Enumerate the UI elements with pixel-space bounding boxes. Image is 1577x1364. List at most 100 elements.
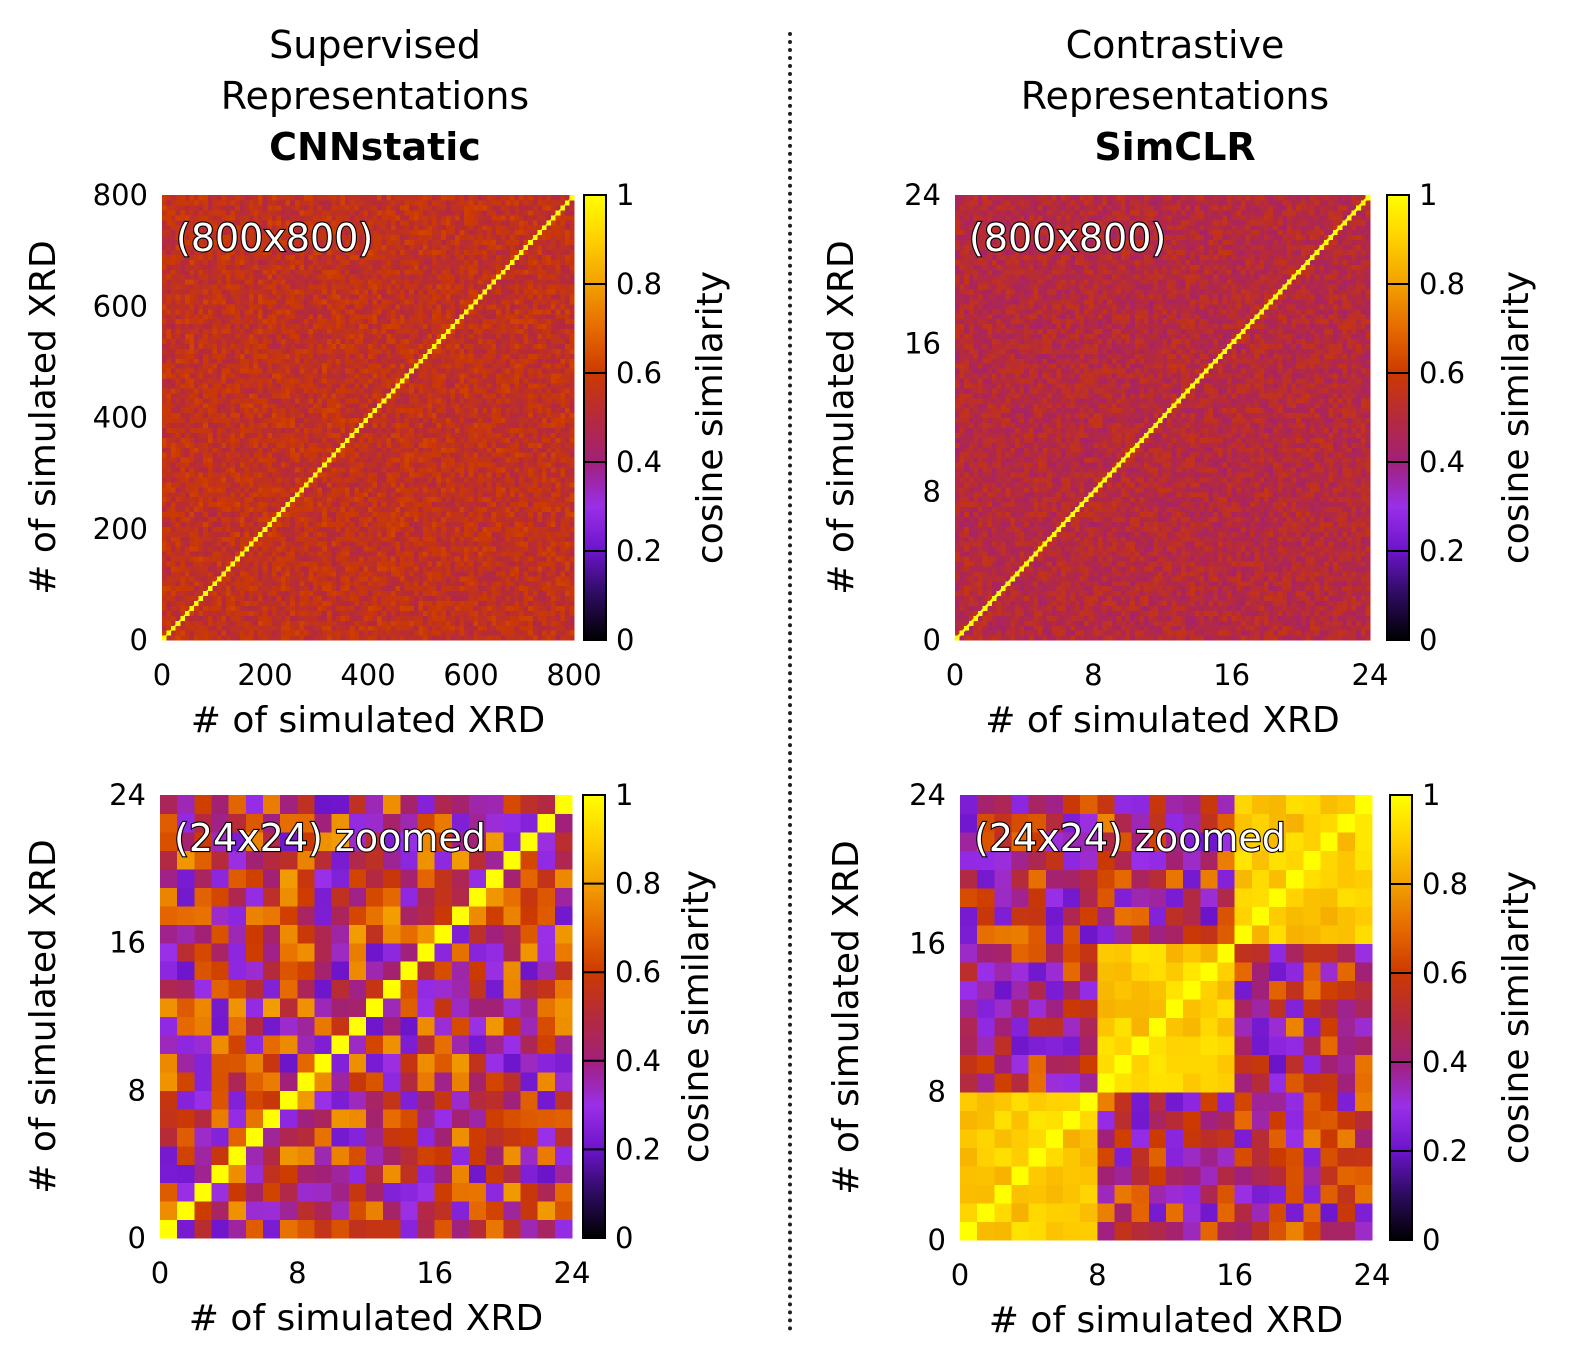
heatmap-cell	[175, 546, 181, 552]
heatmap-cell	[409, 397, 415, 404]
heatmap-cell	[532, 437, 538, 443]
heatmap-cell	[418, 476, 424, 483]
heatmap-cell	[253, 491, 259, 498]
heatmap-cell	[377, 531, 383, 537]
heatmap-cell	[445, 486, 451, 493]
heatmap-cell	[212, 427, 218, 433]
heatmap-cell	[441, 551, 447, 557]
heatmap-cell	[523, 536, 529, 542]
heatmap-cell	[175, 373, 181, 379]
heatmap-cell	[358, 565, 365, 572]
heatmap-cell	[386, 422, 392, 428]
heatmap-cell	[422, 595, 429, 602]
heatmap-cell	[358, 526, 365, 532]
heatmap-cell	[372, 422, 378, 428]
heatmap-cell	[244, 407, 250, 414]
heatmap-cell	[528, 432, 534, 438]
heatmap-cell	[335, 471, 342, 478]
heatmap-cell	[509, 402, 516, 409]
heatmap-cell	[404, 531, 410, 537]
heatmap-cell	[276, 501, 282, 508]
heatmap-cell	[248, 442, 255, 448]
heatmap-cell	[519, 427, 525, 433]
heatmap-cell	[468, 501, 474, 508]
heatmap-cell	[514, 466, 520, 473]
heatmap-cell	[239, 422, 245, 428]
heatmap-cell	[464, 526, 470, 532]
heatmap-cell	[418, 501, 424, 508]
heatmap-cell	[290, 551, 296, 557]
heatmap-cell	[523, 447, 529, 453]
heatmap-cell	[299, 595, 305, 602]
heatmap-cell	[386, 412, 392, 419]
heatmap-cell	[432, 462, 438, 468]
heatmap-cell	[413, 570, 419, 577]
heatmap-cell	[441, 610, 447, 616]
heatmap-cell	[239, 481, 245, 488]
heatmap-cell	[381, 536, 387, 542]
heatmap-cell	[358, 595, 365, 602]
heatmap-cell	[551, 442, 557, 448]
heatmap-cell	[528, 590, 534, 597]
heatmap-cell	[551, 526, 557, 532]
heatmap-cell	[468, 442, 474, 448]
heatmap-cell	[184, 630, 191, 636]
heatmap-cell	[189, 506, 195, 513]
heatmap-cell	[166, 447, 172, 453]
heatmap-cell	[276, 570, 282, 577]
heatmap-cell	[248, 521, 255, 527]
heatmap-cell	[560, 476, 566, 483]
heatmap-cell	[171, 526, 177, 532]
heatmap-cell	[418, 412, 424, 419]
heatmap-cell	[386, 590, 392, 597]
heatmap-cell	[171, 491, 177, 498]
heatmap-cell	[555, 600, 561, 606]
heatmap-cell	[418, 546, 424, 552]
heatmap-cell	[546, 471, 552, 478]
heatmap-cell	[198, 605, 204, 611]
heatmap-cell	[505, 570, 511, 577]
heatmap-cell	[212, 635, 218, 641]
heatmap-cell	[239, 546, 245, 552]
heatmap-cell	[514, 373, 520, 379]
heatmap-cell	[532, 575, 538, 582]
heatmap-cell	[528, 392, 534, 399]
heatmap-cell	[427, 625, 433, 631]
heatmap-cell	[203, 402, 209, 409]
heatmap-cell	[162, 377, 168, 384]
heatmap-cell	[459, 580, 465, 587]
heatmap-cell	[487, 407, 493, 414]
heatmap-cell	[294, 516, 300, 522]
heatmap-cell	[262, 516, 268, 522]
heatmap-cell	[207, 427, 213, 433]
heatmap-cell	[335, 407, 342, 414]
heatmap-cell	[198, 585, 204, 592]
heatmap-cell	[454, 630, 461, 636]
heatmap-cell	[532, 590, 538, 597]
heatmap-cell	[262, 536, 268, 542]
heatmap-cell	[253, 501, 259, 508]
heatmap-cell	[395, 373, 401, 379]
heatmap-cell	[226, 417, 232, 424]
heatmap-cell	[162, 546, 168, 552]
heatmap-cell	[331, 397, 337, 404]
heatmap-cell	[358, 437, 365, 443]
heatmap-cell	[262, 392, 268, 399]
heatmap-cell	[194, 392, 200, 399]
heatmap-cell	[473, 442, 479, 448]
heatmap-cell	[477, 506, 484, 513]
heatmap-cell	[212, 471, 218, 478]
heatmap-cell	[541, 417, 548, 424]
heatmap-cell	[221, 600, 227, 606]
heatmap-cell	[400, 397, 406, 404]
heatmap-cell	[299, 521, 305, 527]
heatmap-cell	[184, 536, 191, 542]
heatmap-cell	[505, 560, 511, 567]
heatmap-cell	[441, 417, 447, 424]
heatmap-cell	[184, 511, 191, 517]
heatmap-cell	[180, 511, 186, 517]
heatmap-cell	[322, 486, 328, 493]
heatmap-cell	[290, 447, 296, 453]
heatmap-cell	[377, 600, 383, 606]
heatmap-cell	[331, 526, 337, 532]
